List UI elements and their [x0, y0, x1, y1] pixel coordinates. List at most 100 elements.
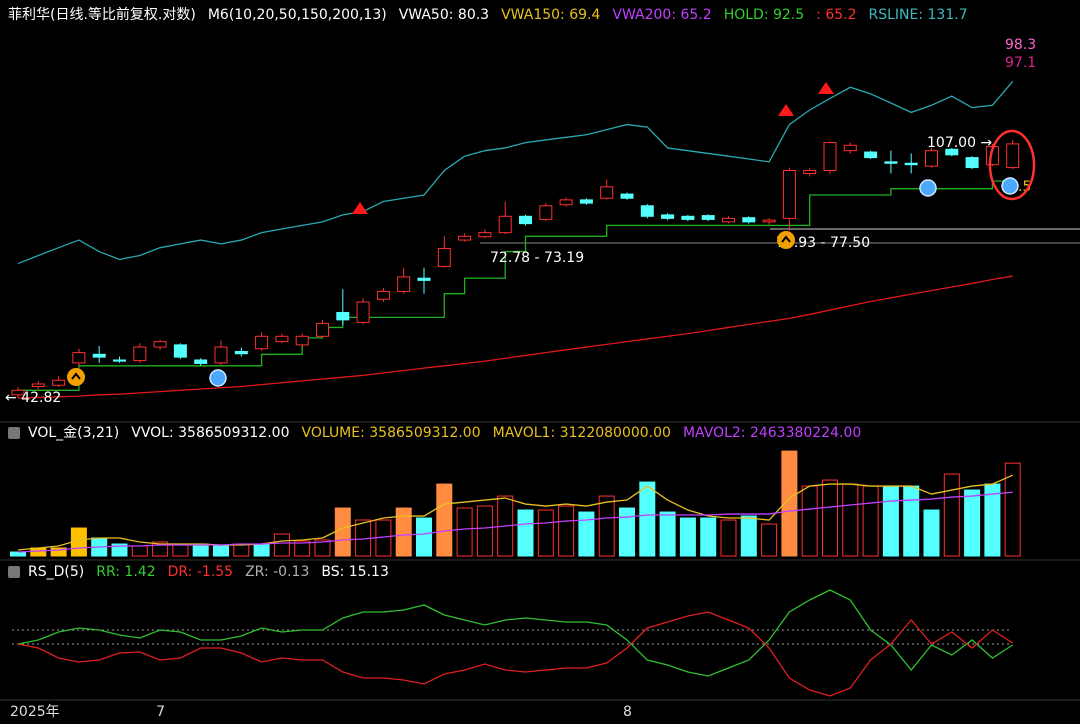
volume-bar — [822, 479, 838, 557]
indicator-line — [18, 180, 1013, 391]
indicator-label: DR: -1.55 — [168, 564, 233, 580]
indicator-label: VOL_金(3,21) — [28, 425, 119, 441]
indicator-label: RSLINE: 131.7 — [869, 7, 968, 23]
volume-bar — [700, 517, 717, 557]
candle-body — [742, 217, 756, 223]
volume-bar — [314, 539, 331, 557]
annotation: 97.1 — [1005, 55, 1036, 71]
candle-body — [316, 322, 329, 337]
hold-signal — [1001, 177, 1019, 195]
volume-bar — [50, 547, 67, 557]
candle-body — [843, 144, 857, 152]
indicator-line — [17, 589, 1014, 677]
x-tick-label: 2025年 — [10, 704, 60, 720]
candle-body — [437, 247, 451, 267]
indicator-line — [17, 275, 1013, 399]
buy-signal — [67, 368, 85, 386]
candle-body — [519, 215, 532, 225]
candle-body — [904, 162, 918, 166]
indicator-label: MAVOL1: 3122080000.00 — [493, 425, 671, 441]
indicator-line — [17, 611, 1014, 697]
candle-body — [295, 335, 309, 346]
buy-signal-arrow — [71, 372, 81, 380]
candle-body — [539, 205, 553, 220]
candle-body — [92, 353, 106, 358]
annotation: .5 — [1018, 179, 1031, 195]
candle-body — [559, 199, 573, 206]
indicator-label: RR: 1.42 — [96, 564, 155, 580]
buy-signal-arrow — [781, 235, 791, 243]
candle-body — [133, 346, 147, 362]
volume-bar — [253, 543, 270, 557]
panel-icon — [8, 427, 20, 439]
volume-bar — [395, 507, 412, 557]
volume-bar — [131, 545, 148, 557]
indicator-label: RS_D(5) — [28, 564, 84, 580]
volume-bar — [639, 481, 656, 557]
volume-bar — [862, 485, 879, 557]
annotation: ← 42.82 — [5, 390, 61, 406]
volume-bar — [1004, 462, 1021, 557]
candle-body — [214, 346, 228, 364]
sell-signal — [778, 104, 794, 116]
volume-bar — [801, 485, 818, 557]
indicator-label: : 65.2 — [816, 7, 856, 23]
candle-body — [173, 344, 187, 358]
candle-body — [194, 359, 208, 364]
candle-body — [701, 215, 715, 220]
candle-body — [153, 341, 167, 348]
volume-bar — [882, 485, 899, 557]
x-tick-label: 8 — [623, 704, 632, 720]
candle-body — [640, 205, 654, 217]
indicator-label: VVOL: 3586509312.00 — [131, 425, 289, 441]
candle-body — [113, 359, 126, 362]
volume-bar — [964, 489, 981, 557]
candle-body — [417, 277, 431, 281]
candle-body — [255, 335, 269, 350]
annotation: 77.93 - 77.50 — [776, 235, 870, 251]
volume-bar — [456, 507, 473, 557]
candle-body — [600, 186, 614, 199]
indicator-label: M6(10,20,50,150,200,13) — [208, 7, 387, 23]
indicator-label: VWA200: 65.2 — [612, 7, 711, 23]
volume-bar — [172, 543, 189, 557]
annotation: 72.78 - 73.19 — [490, 250, 584, 266]
candle-body — [620, 193, 634, 199]
sell-signal — [352, 202, 368, 214]
candle-body — [52, 379, 66, 386]
x-tick-label: 7 — [156, 704, 165, 720]
volume-bar — [903, 485, 920, 557]
indicator-line — [17, 474, 1013, 551]
volume-bar — [416, 517, 432, 557]
indicator-label: VWA50: 80.3 — [399, 7, 489, 23]
volume-bar — [761, 523, 778, 557]
candle-body — [884, 161, 898, 164]
candle-body — [965, 157, 979, 169]
hold-signal — [919, 179, 937, 197]
indicator-label: VWA150: 69.4 — [501, 7, 600, 23]
candle-body — [864, 151, 878, 159]
buy-signal — [777, 231, 795, 249]
candle-body — [661, 214, 675, 219]
volume-bar — [598, 495, 615, 557]
candle-body — [1006, 143, 1020, 169]
candle-body — [722, 217, 735, 223]
volume-bar — [192, 543, 209, 557]
indicator-label: MAVOL2: 2463380224.00 — [683, 425, 861, 441]
candle-body — [681, 215, 695, 220]
candle-body — [782, 170, 796, 219]
volume-bar — [679, 517, 696, 557]
candle-body — [376, 290, 390, 300]
highlight-circle — [988, 129, 1036, 201]
volume-bar — [10, 551, 26, 557]
indicator-line — [17, 81, 1014, 265]
volume-bar — [578, 511, 595, 557]
volume-bar — [558, 505, 575, 557]
volume-bar — [111, 543, 128, 557]
sell-signal — [818, 82, 834, 94]
indicator-label: VOLUME: 3586509312.00 — [301, 425, 480, 441]
candle-body — [458, 235, 472, 241]
volume-bar — [273, 533, 290, 557]
candle-body — [498, 215, 512, 234]
